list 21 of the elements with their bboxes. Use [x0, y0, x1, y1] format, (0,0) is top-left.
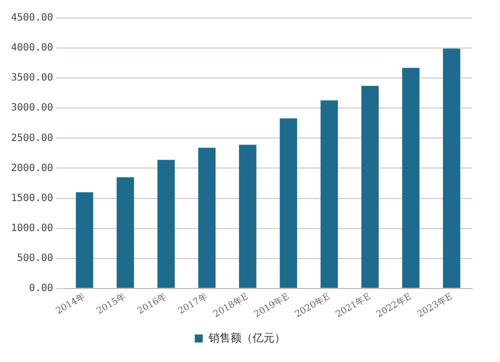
bar	[157, 160, 175, 288]
bar	[280, 118, 298, 288]
y-tick-label: 2000.00	[10, 162, 54, 174]
bar	[320, 100, 338, 288]
bar	[76, 192, 94, 288]
bar	[116, 177, 134, 288]
y-tick-label: 3500.00	[10, 72, 54, 84]
legend-label: 销售额（亿元）	[207, 331, 286, 344]
bar	[198, 148, 216, 288]
y-tick-label: 0.00	[29, 283, 54, 294]
y-tick-label: 2500.00	[10, 132, 54, 144]
y-tick-label: 500.00	[17, 252, 54, 264]
y-tick-label: 4000.00	[10, 42, 54, 54]
y-tick-label: 1000.00	[10, 222, 54, 234]
y-tick-label: 4500.00	[10, 12, 54, 24]
bar	[361, 86, 379, 288]
bar	[402, 68, 420, 288]
y-tick-label: 3000.00	[10, 102, 54, 114]
y-tick-label: 1500.00	[10, 192, 54, 204]
bar	[239, 144, 256, 288]
bar	[442, 48, 460, 288]
